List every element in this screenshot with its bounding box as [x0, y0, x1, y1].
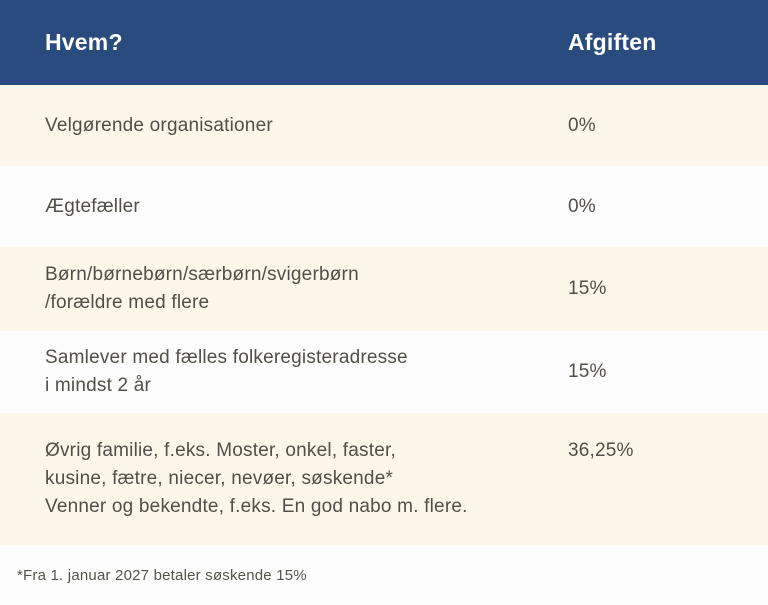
- row-who: Velgørende organisationer: [45, 114, 273, 136]
- table-row: Øvrig familie, f.eks. Moster, onkel, fas…: [0, 413, 768, 545]
- row-who: Øvrig familie, f.eks. Moster, onkel, fas…: [45, 440, 468, 517]
- table-header-row: Hvem? Afgiften: [0, 0, 768, 85]
- footnote-text: *Fra 1. januar 2027 betaler søskende 15%: [17, 567, 307, 584]
- row-who: Samlever med fælles folkeregisteradresse…: [45, 347, 408, 396]
- table-row: Samlever med fælles folkeregisteradresse…: [0, 331, 768, 413]
- row-who: Ægtefæller: [45, 195, 140, 217]
- table-row: Velgørende organisationer 0%: [0, 85, 768, 166]
- row-rate: 0%: [568, 195, 596, 217]
- column-header-afgiften: Afgiften: [568, 29, 657, 55]
- row-rate: 15%: [568, 361, 607, 382]
- table-row: Børn/børnebørn/særbørn/svigerbørn /foræl…: [0, 247, 768, 331]
- row-rate: 15%: [568, 278, 607, 299]
- row-rate: 0%: [568, 114, 596, 136]
- row-who: Børn/børnebørn/særbørn/svigerbørn /foræl…: [45, 264, 359, 313]
- column-header-hvem: Hvem?: [45, 29, 123, 55]
- table-footer: *Fra 1. januar 2027 betaler søskende 15%: [0, 545, 768, 605]
- row-rate: 36,25%: [568, 440, 634, 461]
- table-row: Ægtefæller 0%: [0, 166, 768, 247]
